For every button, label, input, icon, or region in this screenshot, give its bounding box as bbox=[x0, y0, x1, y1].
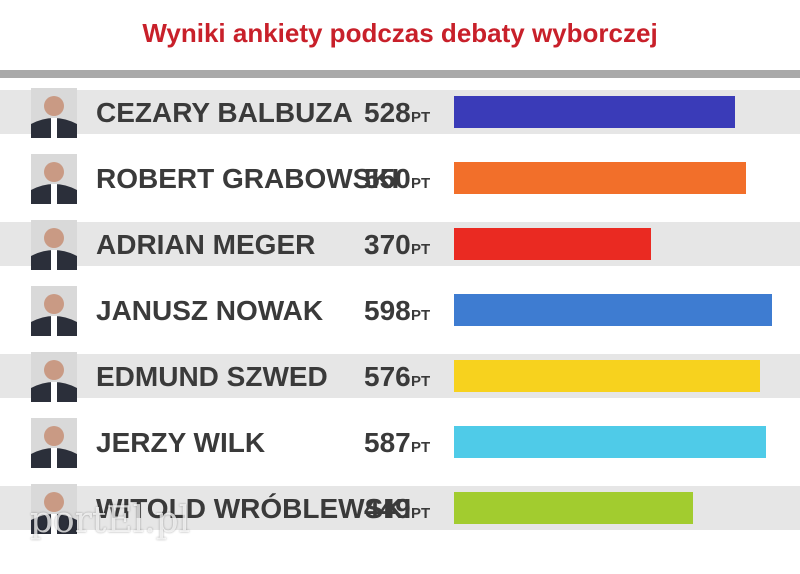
unit-label: PT bbox=[411, 307, 430, 324]
candidate-name: CEZARY BALBUZA bbox=[96, 97, 353, 128]
photo-shirt bbox=[51, 316, 57, 336]
unit-label: PT bbox=[411, 505, 430, 522]
photo-head bbox=[44, 228, 64, 248]
unit-label: PT bbox=[411, 175, 430, 192]
bar bbox=[454, 162, 746, 194]
value-label: 370 bbox=[364, 229, 411, 260]
chart-title: Wyniki ankiety podczas debaty wyborczej bbox=[142, 18, 658, 48]
watermark-logo: portEl.pl bbox=[30, 500, 191, 541]
photo-shirt bbox=[51, 514, 57, 534]
row-background bbox=[0, 222, 800, 266]
photo-shirt bbox=[51, 118, 57, 138]
photo-head bbox=[44, 360, 64, 380]
bar bbox=[454, 360, 760, 392]
value-label: 576 bbox=[364, 361, 411, 392]
bar bbox=[454, 426, 766, 458]
title-divider bbox=[0, 70, 800, 78]
photo-head bbox=[44, 96, 64, 116]
photo-head bbox=[44, 162, 64, 182]
candidate-name: JANUSZ NOWAK bbox=[96, 295, 323, 326]
bar bbox=[454, 228, 651, 260]
unit-label: PT bbox=[411, 109, 430, 126]
bar bbox=[454, 96, 735, 128]
unit-label: PT bbox=[411, 241, 430, 258]
photo-head bbox=[44, 294, 64, 314]
photo-head bbox=[44, 426, 64, 446]
candidate-name: ADRIAN MEGER bbox=[96, 229, 315, 260]
unit-label: PT bbox=[411, 373, 430, 390]
photo-shirt bbox=[51, 448, 57, 468]
photo-head bbox=[44, 492, 64, 512]
candidate-name: ROBERT GRABOWSKI bbox=[96, 163, 399, 194]
value-label: 587 bbox=[364, 427, 411, 458]
value-label: 598 bbox=[364, 295, 411, 326]
photo-shirt bbox=[51, 184, 57, 204]
candidate-name: EDMUND SZWED bbox=[96, 361, 328, 392]
bar bbox=[454, 294, 772, 326]
photo-shirt bbox=[51, 250, 57, 270]
photo-shirt bbox=[51, 382, 57, 402]
value-label: 449 bbox=[364, 493, 411, 524]
bar bbox=[454, 492, 693, 524]
value-label: 528 bbox=[364, 97, 411, 128]
value-label: 550 bbox=[364, 163, 411, 194]
candidate-name: JERZY WILK bbox=[96, 427, 265, 458]
unit-label: PT bbox=[411, 439, 430, 456]
candidate-name: WITOLD WRÓBLEWSKI bbox=[96, 493, 411, 524]
